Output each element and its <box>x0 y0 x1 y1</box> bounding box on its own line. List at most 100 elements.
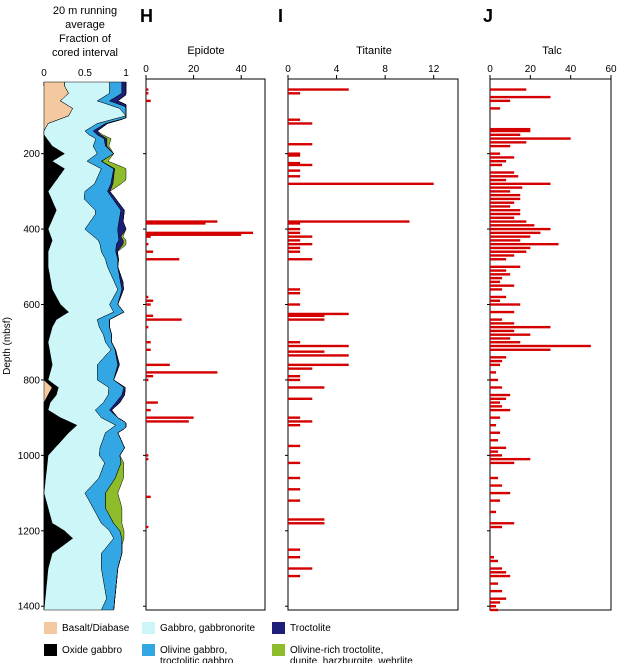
xtick-label: 8 <box>382 64 388 75</box>
bar <box>490 107 501 110</box>
bar <box>490 186 523 189</box>
xtick-label: 12 <box>428 64 440 75</box>
bar <box>288 227 301 231</box>
depth-tick-label: 800 <box>23 375 40 386</box>
bar <box>490 137 571 140</box>
legend-swatch <box>272 644 285 656</box>
bar <box>490 288 503 291</box>
bar <box>288 292 301 295</box>
bar <box>490 193 521 197</box>
bar <box>490 254 515 257</box>
bar <box>288 163 313 167</box>
bar <box>490 446 507 450</box>
bar <box>288 420 313 423</box>
bar <box>490 280 501 284</box>
xtick-label: 0 <box>285 64 291 75</box>
bar <box>490 344 591 348</box>
bar <box>490 99 511 103</box>
legend-label: Olivine gabbro, <box>160 645 227 656</box>
talc-panel: J Talc 0 20 40 60 <box>483 6 617 612</box>
bar <box>288 222 301 225</box>
bar <box>490 209 521 212</box>
bar <box>288 367 313 370</box>
bar <box>490 559 499 563</box>
bar <box>490 431 501 434</box>
legend-swatch <box>44 644 57 656</box>
bar <box>288 363 349 367</box>
bar <box>490 224 535 227</box>
bar <box>490 273 511 276</box>
bar <box>490 424 497 427</box>
lithology-xtick-label: 1 <box>123 68 129 79</box>
bar <box>146 299 154 302</box>
bar <box>288 522 325 525</box>
bar <box>490 567 503 570</box>
bar <box>490 152 501 155</box>
bar <box>288 424 301 427</box>
bar <box>490 239 521 242</box>
bar <box>288 312 349 316</box>
bar <box>146 525 149 529</box>
panel-letter: J <box>483 6 493 26</box>
legend: Basalt/Diabase Gabbro, gabbronorite Trocto… <box>44 622 413 663</box>
bar <box>146 341 151 344</box>
lithology-title-line: average <box>65 19 105 31</box>
legend-label: troctolitic gabbro <box>160 656 234 663</box>
depth-tick-label: 1200 <box>18 526 41 537</box>
bar <box>288 92 301 95</box>
xtick-label: 20 <box>525 64 537 75</box>
bar <box>490 556 495 559</box>
lithology-xtick-label: 0.5 <box>78 68 92 79</box>
bar <box>490 484 503 487</box>
bar <box>490 525 503 529</box>
bar <box>146 363 170 367</box>
bar <box>490 457 531 461</box>
bar <box>288 354 349 357</box>
bar <box>490 491 511 495</box>
bar <box>146 325 149 329</box>
bar <box>490 269 507 272</box>
bar <box>288 488 301 491</box>
bar <box>146 408 151 412</box>
bar <box>146 420 189 423</box>
titanite-panel: I Titanite 0 4 8 12 <box>278 6 459 611</box>
bar <box>490 235 531 238</box>
bar <box>490 182 551 186</box>
bar <box>490 299 501 302</box>
depth-tick-label: 600 <box>23 300 40 311</box>
bar <box>146 495 151 499</box>
bar <box>146 454 149 457</box>
bar <box>288 118 301 121</box>
bar <box>490 318 503 321</box>
xtick-label: 0 <box>143 64 149 75</box>
bar <box>490 574 511 578</box>
bar <box>490 405 503 408</box>
bar <box>288 88 349 91</box>
epidote-panel: H Epidote 0 20 40 <box>140 6 266 611</box>
bar <box>490 450 499 453</box>
bar <box>490 601 501 604</box>
bar <box>490 303 521 306</box>
bar <box>146 99 151 103</box>
bar <box>288 246 301 250</box>
bar <box>288 386 325 389</box>
bar <box>288 416 301 419</box>
bar <box>490 133 521 136</box>
bar <box>490 356 507 359</box>
bar <box>490 341 521 344</box>
bar <box>288 374 301 378</box>
bar <box>490 284 515 287</box>
bar <box>490 408 511 412</box>
bar <box>490 265 521 268</box>
bar <box>146 295 149 299</box>
lithology-area-5 <box>96 82 127 611</box>
bar <box>146 416 194 419</box>
bar <box>490 156 515 159</box>
bar <box>146 457 149 461</box>
bar <box>288 143 313 146</box>
bar <box>490 171 515 174</box>
panel-letter: I <box>278 6 283 26</box>
bar <box>288 567 313 570</box>
bar <box>288 258 313 261</box>
bar <box>490 216 515 219</box>
